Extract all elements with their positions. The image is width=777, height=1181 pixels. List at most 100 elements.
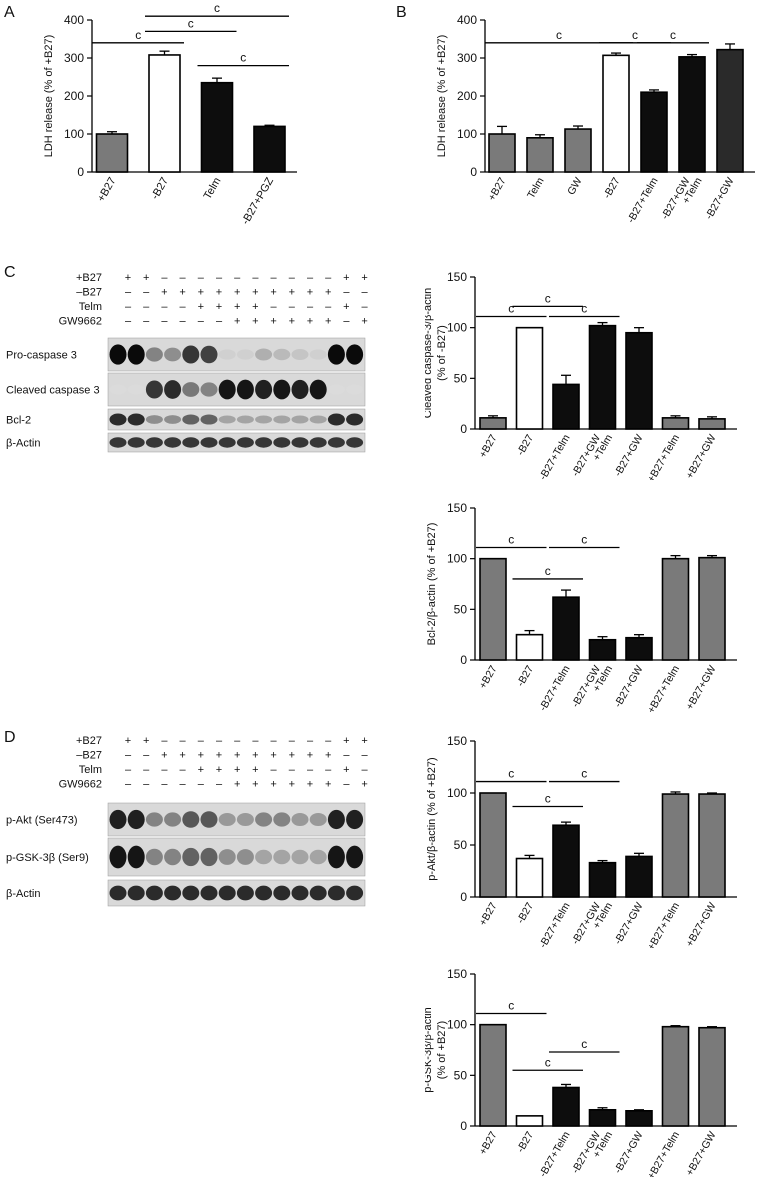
blot-band: [182, 382, 200, 397]
y-tick-label: 0: [460, 890, 467, 904]
blot-band: [145, 380, 163, 399]
blot-band: [309, 349, 327, 360]
condition-sign: +: [289, 316, 295, 328]
y-tick-label: 200: [64, 89, 84, 103]
blot-band: [255, 415, 273, 424]
bar: [625, 636, 653, 661]
condition-sign: +: [289, 750, 295, 762]
western-blot-c: +B27 + + – – – – – – – – – – + +–B27– – + + + + + + + + + + – –Telm…: [6, 272, 369, 453]
blot-band: [164, 848, 182, 866]
blot-band: [109, 413, 127, 426]
condition-sign: +: [234, 750, 240, 762]
condition-sign: +: [179, 287, 185, 299]
condition-sign: –: [125, 779, 132, 791]
y-tick-label: 50: [454, 1068, 468, 1082]
bar: [625, 1110, 653, 1127]
condition-sign: –: [198, 316, 205, 328]
condition-sign: –: [180, 735, 187, 747]
bar: [552, 824, 580, 898]
significance-mark: c: [581, 302, 587, 316]
blot-band: [218, 437, 236, 448]
bar: [661, 1025, 690, 1127]
blot-band: [327, 885, 345, 901]
y-tick-label: 150: [447, 501, 467, 515]
category-label: -B27+Telm: [537, 663, 573, 713]
condition-sign: –: [180, 764, 187, 776]
blot-band: [164, 347, 182, 362]
condition-sign: +: [343, 764, 349, 776]
blot-band: [164, 380, 182, 399]
significance-mark: c: [240, 51, 246, 65]
condition-sign: –: [216, 316, 223, 328]
category-label: +B27+Telm: [645, 1129, 682, 1177]
bar: [515, 633, 544, 661]
bar: [698, 556, 726, 661]
condition-label: +B27: [76, 735, 102, 747]
y-tick-label: 0: [460, 422, 467, 436]
y-tick-label: 100: [447, 552, 467, 566]
blot-band: [218, 349, 236, 360]
blot-band: [145, 437, 163, 448]
blot-band: [291, 812, 309, 827]
blot-band: [291, 379, 309, 400]
blot-band: [255, 437, 273, 448]
blot-band: [273, 849, 291, 865]
chart-panel-b: 0 100 200 300 400 LDH release (% of +B27) +B27…: [436, 13, 755, 225]
blot-band: [182, 847, 200, 867]
blot-band: [200, 382, 218, 397]
y-tick-label: 0: [470, 165, 477, 179]
condition-sign: +: [289, 779, 295, 791]
bar: [552, 1086, 580, 1127]
blot-label: Pro-caspase 3: [6, 350, 77, 362]
chart-panel-a: 0 100 200 300 400 LDH release (% of +B27) +B27…: [43, 1, 297, 227]
blot-band: [182, 414, 200, 425]
bar: [515, 326, 544, 430]
y-axis-label: p-Akt/β-actin (% of +B27): [426, 757, 438, 880]
blot-band: [236, 349, 254, 360]
condition-sign: –: [343, 316, 350, 328]
blot-band: [255, 348, 273, 361]
condition-sign: +: [198, 764, 204, 776]
bar: [526, 137, 554, 173]
category-label: -B27+Telm: [537, 1129, 573, 1177]
western-blot-d: +B27 + + – – – – – – – – – – + +–B27– – + + + + + + + + + + – –Telm…: [6, 735, 369, 907]
condition-sign: –: [271, 301, 278, 313]
condition-sign: –: [307, 764, 314, 776]
y-tick-label: 0: [460, 653, 467, 667]
blot-band: [200, 885, 218, 901]
category-label: -B27+Telm: [625, 175, 661, 225]
condition-sign: –: [362, 750, 369, 762]
condition-sign: +: [198, 287, 204, 299]
blot-band: [327, 809, 345, 830]
category-label: -B27: [149, 176, 171, 202]
condition-sign: +: [307, 779, 313, 791]
condition-sign: –: [143, 287, 150, 299]
significance-mark: c: [545, 564, 551, 578]
y-tick-label: 50: [454, 371, 468, 385]
bar: [479, 557, 507, 661]
condition-sign: +: [234, 287, 240, 299]
significance-mark: c: [214, 1, 220, 15]
condition-sign: –: [125, 287, 132, 299]
blot-band: [218, 415, 236, 424]
condition-sign: +: [325, 316, 331, 328]
blot-band: [164, 885, 182, 901]
y-tick-label: 50: [454, 602, 468, 616]
blot-band: [200, 345, 218, 364]
blot-band: [327, 384, 345, 395]
condition-sign: –: [325, 764, 332, 776]
blot-label: β-Actin: [6, 888, 40, 900]
blot-band: [182, 811, 200, 828]
blot-band: [218, 849, 236, 865]
bar: [479, 417, 507, 430]
significance-mark: c: [508, 767, 514, 781]
category-label: -B27+Telm: [537, 900, 573, 948]
category-label: +B27: [95, 176, 118, 205]
condition-sign: +: [252, 316, 258, 328]
condition-sign: +: [307, 287, 313, 299]
bar: [678, 56, 706, 173]
blot-band: [127, 885, 145, 901]
condition-sign: +: [143, 272, 149, 284]
bar: [253, 125, 286, 173]
blot-band: [255, 379, 273, 400]
